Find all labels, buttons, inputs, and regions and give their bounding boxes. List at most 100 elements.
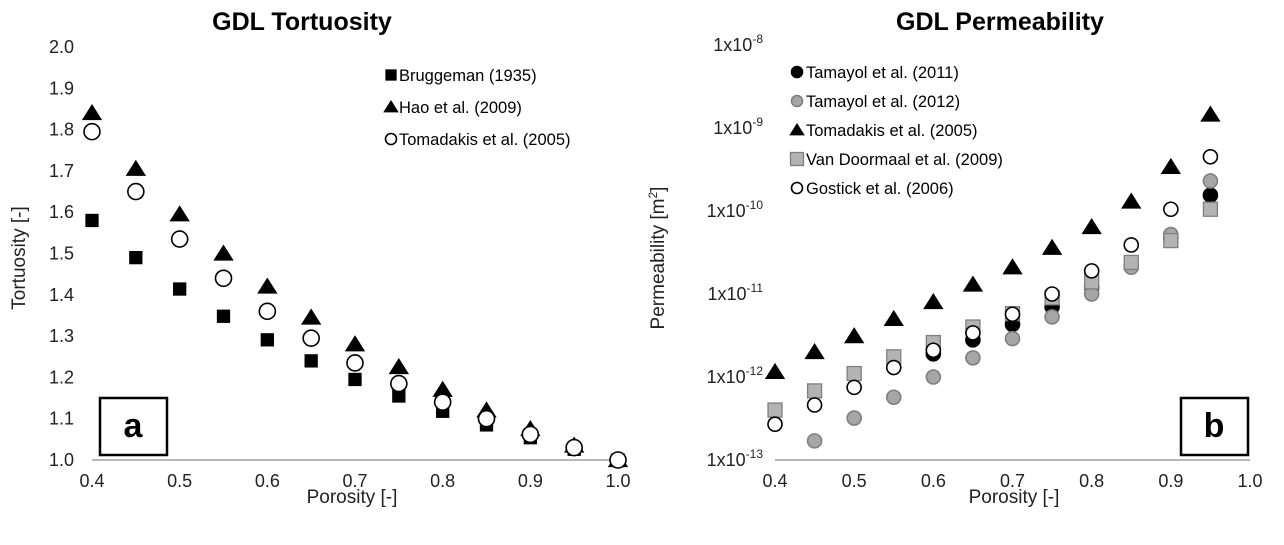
tortuosity-chart: GDL Tortuosity 0.4 0.5 0.6 0.7 0.8 0.9 1.0 1.0…: [9, 8, 631, 508]
permeability-point: [965, 325, 981, 341]
permeability-y-tick-label: 1x10-12: [707, 364, 764, 387]
permeability-y-tick-label: 1x10-9: [713, 115, 763, 138]
permeability-x-tick-label: 0.7: [1000, 471, 1025, 491]
tortuosity-point: [521, 425, 540, 444]
panel-a-label: a: [124, 407, 144, 445]
tortuosity-legend-marker: [384, 132, 398, 146]
permeability-point: [767, 402, 783, 418]
tortuosity-point: [85, 213, 99, 228]
permeability-point: [925, 342, 942, 359]
permeability-point: [1202, 148, 1219, 165]
tortuosity-point: [129, 250, 143, 265]
permeability-y-tick-label: 1x10-10: [707, 198, 764, 221]
permeability-point: [843, 327, 865, 344]
tortuosity-y-tick-label: 1.6: [49, 202, 74, 222]
permeability-x-tick-label: 0.5: [842, 471, 867, 491]
permeability-x-tick-label: 0.4: [762, 471, 787, 491]
permeability-point: [1002, 258, 1023, 275]
tortuosity-y-tick-label: 1.3: [49, 326, 74, 346]
permeability-y-tick-label: 1x10-11: [708, 281, 764, 304]
tortuosity-point: [127, 182, 145, 201]
permeability-legend-marker: [789, 151, 805, 167]
tortuosity-point: [565, 438, 583, 457]
permeability-y-tick-label: 1x10-13: [707, 447, 764, 470]
tortuosity-x-tick-label: 0.4: [79, 471, 104, 491]
permeability-point: [883, 309, 904, 327]
permeability-x-tick-label: 0.9: [1158, 471, 1183, 491]
tortuosity-legend-label: Bruggeman (1935): [399, 67, 537, 85]
tortuosity-legend-marker: [383, 100, 399, 113]
tortuosity-point: [260, 333, 274, 347]
permeability-point: [923, 292, 944, 310]
permeability-point: [806, 383, 823, 399]
tortuosity-x-tick-label: 0.7: [342, 471, 367, 491]
permeability-point: [1004, 306, 1021, 323]
permeability-legend-label: Tomadakis et al. (2005): [806, 122, 978, 140]
tortuosity-x-tick-label: 0.9: [518, 471, 543, 491]
permeability-legend-marker: [790, 94, 804, 108]
tortuosity-legend-marker: [385, 69, 397, 81]
tortuosity-point: [304, 354, 318, 368]
permeability-legend-marker: [790, 181, 804, 195]
permeability-point: [846, 365, 862, 382]
tortuosity-point: [388, 358, 410, 375]
tortuosity-y-tick-label: 1.2: [49, 367, 74, 387]
tortuosity-point: [609, 451, 627, 469]
tortuosity-y-ticks: 1.0 1.1 1.2 1.3 1.4 1.5 1.6 1.7 1.8 1.9 2.0: [49, 37, 74, 470]
permeability-legend: Tamayol et al. (2011) Tamayol et al. (201…: [789, 64, 1003, 198]
panel-b-label: b: [1204, 407, 1225, 445]
permeability-point: [1202, 187, 1219, 204]
permeability-x-tick-label: 1.0: [1237, 471, 1262, 491]
permeability-x-ticks: 0.4 0.5 0.6 0.7 0.8 0.9 1.0: [762, 471, 1262, 491]
permeability-legend-marker: [790, 65, 804, 79]
tortuosity-point: [302, 329, 320, 347]
permeability-point: [1121, 192, 1142, 209]
permeability-point: [846, 379, 862, 396]
tortuosity-point: [348, 372, 362, 387]
tortuosity-point: [81, 104, 103, 121]
permeability-y-axis-label: Permeability [m2]: [646, 187, 669, 330]
permeability-x-tick-label: 0.8: [1079, 471, 1104, 491]
panel-a-box: [98, 396, 169, 457]
permeability-y-label-sup: 2: [646, 192, 660, 199]
tortuosity-y-tick-label: 1.9: [49, 78, 74, 98]
tortuosity-y-tick-label: 1.0: [49, 450, 74, 470]
permeability-point: [804, 342, 825, 360]
permeability-point: [1160, 157, 1182, 174]
permeability-legend-label: Gostick et al. (2006): [806, 180, 954, 198]
tortuosity-y-tick-label: 1.1: [49, 409, 74, 429]
permeability-point: [1123, 237, 1140, 253]
permeability-point: [965, 350, 981, 366]
permeability-point: [1163, 201, 1179, 218]
permeability-point: [1202, 173, 1219, 189]
tortuosity-point: [216, 309, 231, 323]
permeability-point: [1081, 218, 1102, 235]
permeability-y-tick-label: 1x10-8: [713, 32, 763, 55]
tortuosity-point: [213, 244, 234, 261]
permeability-point: [767, 416, 783, 432]
permeability-point: [1083, 263, 1100, 279]
permeability-x-tick-label: 0.6: [921, 471, 946, 491]
permeability-legend-marker: [789, 123, 805, 136]
tortuosity-y-axis-label: Tortuosity [-]: [9, 206, 30, 309]
permeability-point: [1041, 238, 1063, 255]
permeability-point: [925, 369, 942, 385]
permeability-point: [1163, 232, 1179, 249]
tortuosity-point: [344, 335, 366, 352]
permeability-x-axis-label: Porosity [-]: [969, 487, 1060, 508]
permeability-legend-label: Tamayol et al. (2012): [806, 93, 960, 111]
tortuosity-x-tick-label: 1.0: [605, 471, 630, 491]
tortuosity-y-tick-label: 1.4: [49, 285, 74, 305]
tortuosity-legend-label: Tomadakis et al. (2005): [399, 131, 571, 149]
permeability-point: [1200, 105, 1221, 122]
tortuosity-x-tick-label: 0.5: [167, 471, 192, 491]
permeability-point: [962, 275, 984, 292]
permeability-point: [806, 397, 823, 413]
tortuosity-point: [258, 302, 277, 321]
tortuosity-point: [214, 269, 233, 288]
tortuosity-data-points: [81, 104, 629, 469]
tortuosity-point: [125, 159, 147, 176]
tortuosity-x-tick-label: 0.8: [430, 471, 455, 491]
tortuosity-legend: Bruggeman (1935) Hao et al. (2009) Tomadak…: [383, 67, 571, 149]
tortuosity-legend-label: Hao et al. (2009): [399, 99, 522, 117]
